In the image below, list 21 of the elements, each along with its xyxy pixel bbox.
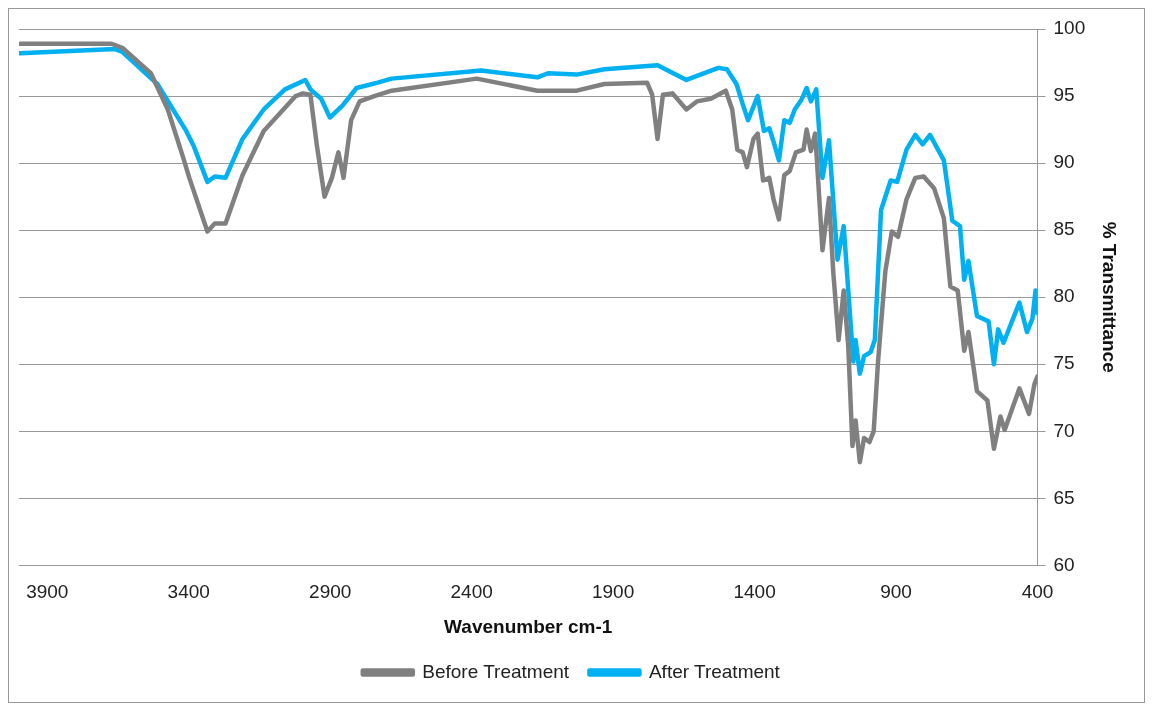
x-tick-label: 3900	[26, 581, 69, 603]
y-axis-title: % Transmittance	[1099, 221, 1121, 373]
x-tick-label: 1400	[733, 581, 776, 603]
y-tick-label: 85	[1053, 218, 1075, 240]
x-tick-label: 2900	[309, 581, 352, 603]
x-tick-label: 3400	[167, 581, 210, 603]
x-tick-label: 900	[880, 581, 912, 603]
x-tick-label: 1900	[591, 581, 635, 603]
x-tick-label: 400	[1021, 581, 1054, 603]
legend-label: Before Treatment	[422, 660, 570, 682]
y-tick-label: 75	[1053, 352, 1075, 374]
y-tick-label: 80	[1053, 285, 1075, 307]
y-tick-label: 60	[1053, 553, 1075, 575]
legend-label: After Treatment	[648, 660, 781, 682]
y-tick-label: 90	[1053, 151, 1075, 173]
y-tick-label: 70	[1053, 419, 1075, 441]
x-axis-title: Wavenumber cm-1	[444, 615, 613, 637]
y-tick-label: 100	[1053, 17, 1086, 39]
y-tick-label: 65	[1053, 486, 1075, 508]
y-tick-label: 95	[1053, 84, 1075, 106]
x-tick-label: 2400	[450, 581, 493, 603]
